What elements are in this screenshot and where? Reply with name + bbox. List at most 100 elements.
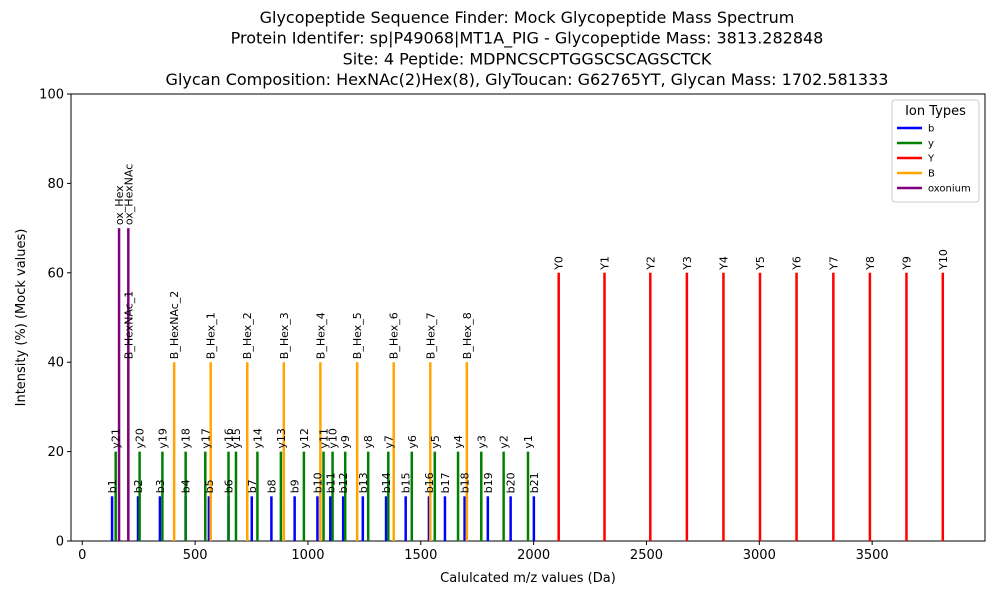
peak-label-y13: y13	[275, 428, 288, 449]
chart-title: Glycopeptide Sequence Finder: Mock Glyco…	[166, 8, 889, 89]
peak-label-Y1: Y1	[599, 256, 612, 271]
peaks	[110, 228, 945, 541]
peak-label-b1: b1	[106, 479, 119, 493]
x-tick-label-2500: 2500	[630, 548, 663, 563]
peak-label-y2: y2	[498, 435, 511, 449]
x-axis: 0 500 1000 1500 2000 2500 3000 3500	[78, 541, 889, 563]
peak-label-B_Hex_8: B_Hex_8	[461, 312, 474, 359]
peak-label-y19: y19	[156, 428, 169, 449]
peak-label-B_Hex_1: B_Hex_1	[205, 312, 218, 359]
peak-label-y14: y14	[251, 428, 264, 449]
legend-label-b: b	[928, 124, 934, 135]
peak-label-y1: y1	[522, 435, 535, 449]
y-tick-label-60: 60	[47, 266, 64, 281]
peak-label-ox_HexNAc: ox_HexNAc	[122, 164, 135, 225]
x-tick-label-0: 0	[78, 548, 86, 563]
x-tick-label-500: 500	[183, 548, 208, 563]
x-tick-label-3000: 3000	[743, 548, 776, 563]
peak-label-y20: y20	[134, 428, 147, 449]
peak-label-b6: b6	[223, 479, 236, 493]
peak-label-Y6: Y6	[791, 256, 804, 271]
peak-label-Y3: Y3	[681, 256, 694, 271]
peak-label-b11: b11	[324, 472, 337, 493]
peak-label-B_HexNAc_2: B_HexNAc_2	[168, 291, 181, 360]
peak-label-y15: y15	[230, 428, 243, 449]
y-tick-label-20: 20	[47, 445, 64, 460]
peak-label-Y0: Y0	[553, 256, 566, 271]
peak-label-Y10: Y10	[937, 249, 950, 271]
legend-label-B: B	[928, 169, 935, 180]
peak-label-Y4: Y4	[717, 256, 730, 271]
peak-label-Y7: Y7	[827, 256, 840, 271]
peak-label-y10: y10	[327, 428, 340, 449]
peak-label-b18: b18	[459, 472, 472, 493]
peak-label-Y9: Y9	[900, 256, 913, 271]
peak-label-y8: y8	[362, 435, 375, 449]
peak-label-b10: b10	[311, 472, 324, 493]
peak-label-b16: b16	[423, 472, 436, 493]
peak-label-b13: b13	[357, 472, 370, 493]
legend-label-oxonium: oxonium	[928, 184, 971, 195]
x-tick-label-1500: 1500	[404, 548, 437, 563]
peak-label-B_Hex_6: B_Hex_6	[388, 312, 401, 359]
title-line-2: Protein Identifer: sp|P49068|MT1A_PIG - …	[231, 29, 824, 49]
peak-label-B_Hex_2: B_Hex_2	[241, 312, 254, 359]
peak-label-b15: b15	[400, 472, 413, 493]
peak-label-B_Hex_4: B_Hex_4	[314, 312, 327, 359]
peak-label-b19: b19	[482, 472, 495, 493]
peak-label-b20: b20	[505, 472, 518, 493]
peak-label-Y2: Y2	[644, 256, 657, 271]
y-tick-label-100: 100	[39, 88, 64, 103]
peak-label-B_HexNAc_1: B_HexNAc_1	[122, 291, 135, 360]
title-line-1: Glycopeptide Sequence Finder: Mock Glyco…	[260, 8, 795, 27]
peak-labels: b1 b2 b3 b4 b5 b6 b7 b8 b9 b10 b11 b12 b13 b14 b15 b16 b…	[106, 164, 950, 494]
peak-label-b7: b7	[246, 479, 259, 493]
peak-label-b9: b9	[289, 479, 302, 493]
x-tick-label-3500: 3500	[856, 548, 889, 563]
peak-label-y3: y3	[475, 435, 488, 449]
peak-label-ox_Hex: ox_Hex	[113, 185, 126, 225]
peak-label-y5: y5	[429, 435, 442, 449]
y-tick-label-0: 0	[56, 535, 64, 550]
x-tick-label-1000: 1000	[291, 548, 324, 563]
peak-label-B_Hex_7: B_Hex_7	[424, 312, 437, 359]
y-tick-label-40: 40	[47, 356, 64, 371]
peak-label-y4: y4	[452, 435, 465, 449]
peak-label-b2: b2	[132, 479, 145, 493]
peak-label-y11: y11	[318, 428, 331, 449]
peak-label-B_Hex_3: B_Hex_3	[278, 312, 291, 359]
peak-label-y18: y18	[180, 428, 193, 449]
peak-label-Y5: Y5	[754, 256, 767, 271]
peak-label-y7: y7	[382, 435, 395, 449]
peak-label-b4: b4	[180, 479, 193, 493]
peak-label-y12: y12	[298, 428, 311, 449]
legend-label-Y: Y	[927, 154, 935, 165]
peak-label-y6: y6	[406, 435, 419, 449]
y-axis: 0 20 40 60 80 100	[39, 88, 71, 550]
legend-label-y: y	[928, 139, 934, 150]
peak-label-y16: y16	[223, 428, 236, 449]
peak-label-b5: b5	[203, 479, 216, 493]
legend-title: Ion Types	[905, 104, 966, 119]
peak-label-y21: y21	[110, 428, 123, 449]
legend-box	[891, 99, 980, 203]
peak-label-y17: y17	[199, 428, 212, 449]
x-axis-label: Calulcated m/z values (Da)	[440, 571, 616, 586]
x-tick-label-2000: 2000	[517, 548, 550, 563]
title-line-3: Site: 4 Peptide: MDPNCSCPTGGSCSCAGSCTCK	[343, 49, 712, 68]
peak-label-y9: y9	[339, 435, 352, 449]
peak-label-Y8: Y8	[864, 256, 877, 271]
peak-label-b12: b12	[337, 472, 350, 493]
peak-label-b21: b21	[528, 472, 541, 493]
peak-label-b14: b14	[380, 472, 393, 493]
peak-label-B_Hex_5: B_Hex_5	[351, 312, 364, 359]
y-axis-label: Intensity (%) (Mock values)	[14, 229, 29, 407]
peak-label-b17: b17	[439, 472, 452, 493]
y-tick-label-80: 80	[47, 177, 64, 192]
peak-label-b3: b3	[154, 479, 167, 493]
title-line-4: Glycan Composition: HexNAc(2)Hex(8), Gly…	[166, 70, 889, 89]
peak-label-b8: b8	[265, 479, 278, 493]
